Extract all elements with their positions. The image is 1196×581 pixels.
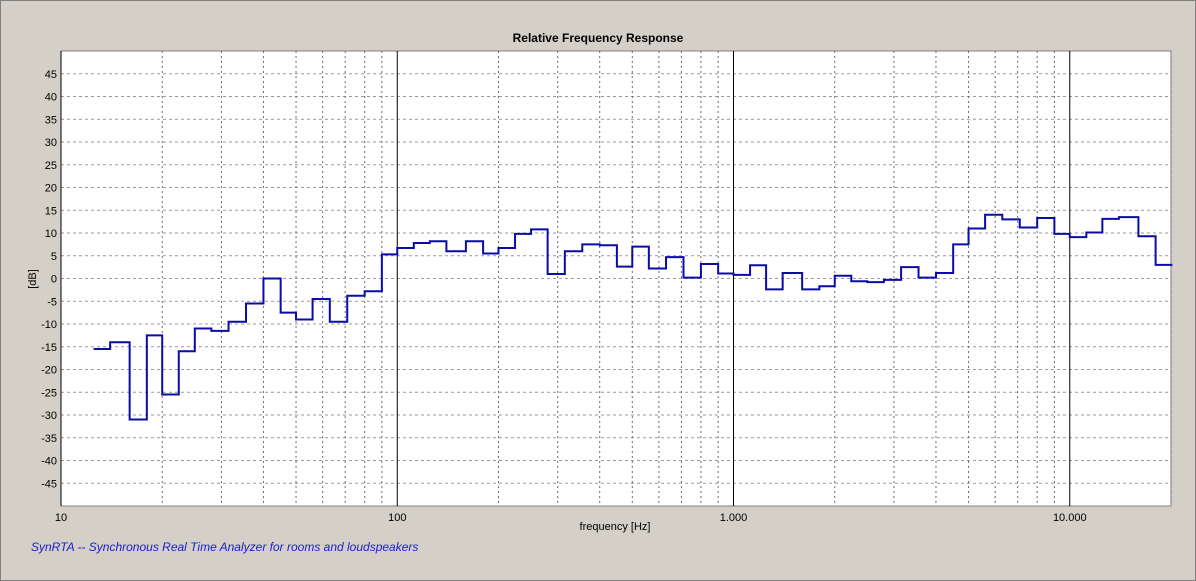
x-tick-labels: 10 100 1.000 10.000	[55, 512, 1087, 524]
x-axis-label: frequency [Hz]	[580, 521, 651, 533]
x-tick-label: 1.000	[720, 512, 748, 524]
y-tick-label: -45	[41, 478, 57, 490]
y-tick-label: 35	[45, 114, 57, 126]
y-tick-labels: 45 40 35 30 25 20 15 10 5 0 -5 -10 -15 -20 -25 -30 -35 -4…	[41, 69, 57, 491]
y-tick-label: 5	[51, 251, 57, 263]
y-tick-label: -20	[41, 365, 57, 377]
series-layer	[93, 213, 1173, 421]
y-tick-label: -15	[41, 342, 57, 354]
y-tick-label: 45	[45, 69, 57, 81]
y-axis-label: [dB]	[27, 269, 39, 289]
chart-title: Relative Frequency Response	[513, 31, 684, 45]
y-tick-label: 25	[45, 160, 57, 172]
x-tick-label: 100	[388, 512, 406, 524]
y-tick-label: -35	[41, 433, 57, 445]
y-tick-label: 20	[45, 183, 57, 195]
footer-text: SynRTA -- Synchronous Real Time Analyzer…	[31, 540, 418, 554]
y-tick-label: 10	[45, 228, 57, 240]
y-tick-label: 30	[45, 137, 57, 149]
y-tick-label: -40	[41, 456, 57, 468]
y-tick-label: 40	[45, 92, 57, 104]
grid	[60, 51, 1172, 506]
y-tick-label: -30	[41, 410, 57, 422]
response-series-line	[93, 213, 1173, 421]
x-tick-label: 10	[55, 512, 67, 524]
y-tick-label: 15	[45, 205, 57, 217]
x-tick-label: 10.000	[1053, 512, 1087, 524]
y-tick-label: -25	[41, 387, 57, 399]
y-tick-label: -5	[47, 296, 57, 308]
y-tick-label: -10	[41, 319, 57, 331]
y-tick-label: 0	[51, 274, 57, 286]
